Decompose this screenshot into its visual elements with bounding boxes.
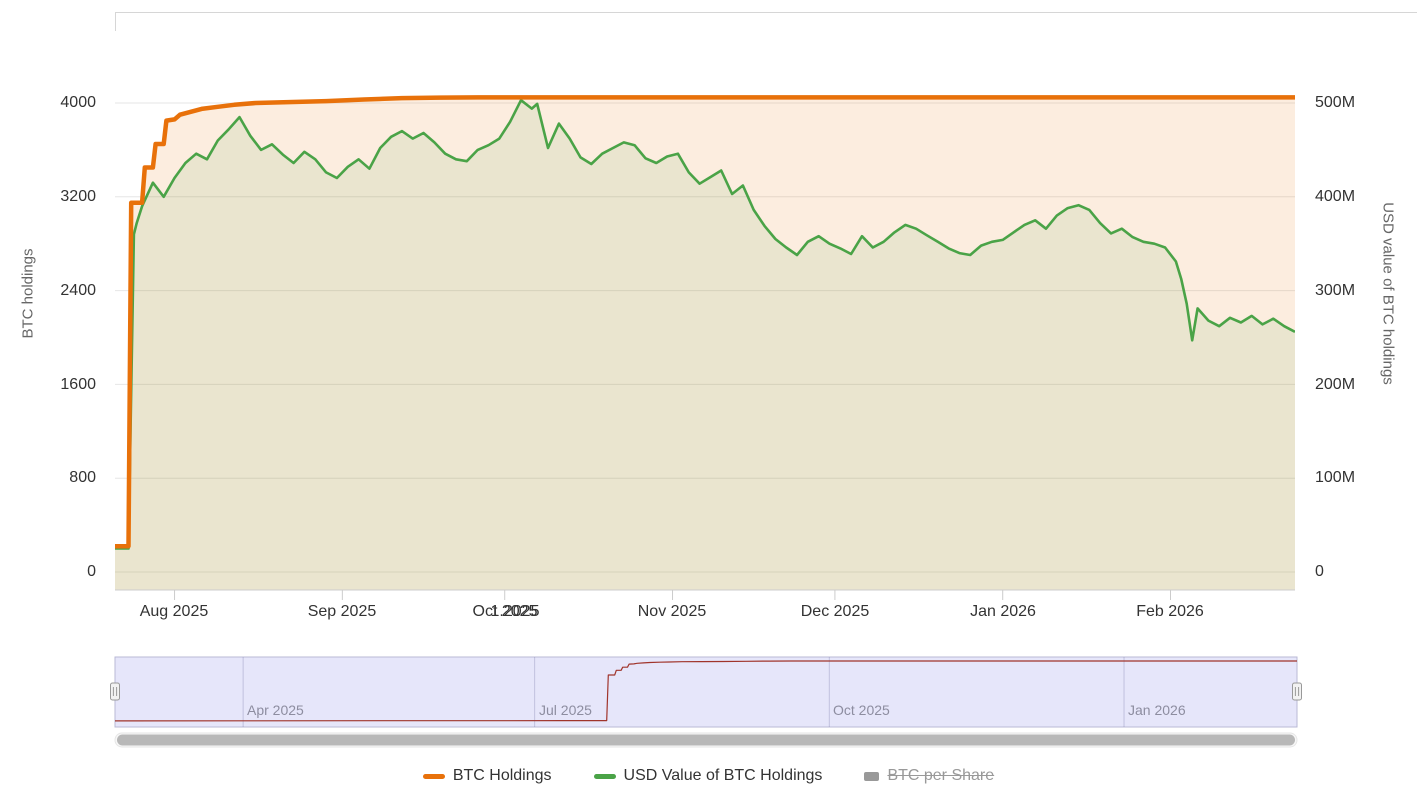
nav-label-jan-2026: Jan 2026: [1128, 702, 1186, 718]
legend-item-usd-value[interactable]: USD Value of BTC Holdings: [593, 767, 823, 785]
legend-label-btc-holdings: BTC Holdings: [452, 767, 552, 784]
x-label-nov-2025: Nov 2025: [637, 603, 707, 620]
y-left-label-2400: 2400: [60, 282, 96, 299]
x-label-dec-2025: Dec 2025: [800, 603, 870, 620]
y-right-label-200m: 200M: [1315, 376, 1356, 393]
usd-value-legend-marker-icon: [593, 773, 616, 779]
usd-value-line: [115, 98, 1295, 550]
nav-label-apr-2025: Apr 2025: [247, 702, 304, 718]
y-right-axis-title: USD value of BTC holdings: [1379, 202, 1397, 385]
x-label-jan-2026: Jan 2026: [970, 603, 1036, 620]
legend-label-btc-per-share: BTC per Share: [887, 767, 995, 784]
x-label-feb-2026: Feb 2026: [1136, 603, 1204, 620]
y-right-label-500m: 500M: [1315, 94, 1356, 111]
legend: BTC Holdings USD Value of BTC Holdings B…: [0, 767, 1417, 785]
x-label-oct-2025: Oct 2025: [472, 603, 538, 620]
y-left-label-800: 800: [69, 469, 96, 486]
btc-holdings-area: [115, 97, 1295, 590]
x-label-sep-2025: Sep 2025: [307, 603, 377, 620]
nav-label-jul-2025: Jul 2025: [539, 702, 592, 718]
y-left-label-4000: 4000: [60, 94, 96, 111]
y-right-label-0: 0: [1315, 563, 1324, 580]
nav-label-oct-2025: Oct 2025: [833, 702, 890, 718]
navigator-handle-left[interactable]: [110, 682, 120, 701]
y-right-label-300m: 300M: [1315, 282, 1356, 299]
y-right-label-400m: 400M: [1315, 188, 1356, 205]
navigator-handle-right[interactable]: [1292, 682, 1302, 701]
navigator-series-line: [114, 660, 1297, 722]
btc-holdings-legend-marker-icon: [422, 773, 445, 779]
y-left-axis-title: BTC holdings: [19, 248, 37, 339]
y-left-label-1600: 1600: [60, 376, 96, 393]
scrollbar-thumb[interactable]: [117, 734, 1295, 746]
y-left-label-3200: 3200: [60, 188, 96, 205]
btc-holdings-line: [115, 95, 1295, 549]
x-label-overlap: 1.2025: [490, 603, 540, 620]
chart-frame-top-line: [115, 12, 1417, 13]
usd-value-area: [115, 100, 1295, 590]
btc-per-share-legend-marker-icon: [864, 771, 880, 781]
y-right-label-100m: 100M: [1315, 469, 1356, 486]
legend-label-usd-value: USD Value of BTC Holdings: [623, 767, 823, 784]
x-label-aug-2025: Aug 2025: [139, 603, 209, 620]
chart-frame-left-tick: [115, 12, 116, 31]
legend-item-btc-holdings[interactable]: BTC Holdings: [422, 767, 552, 785]
y-left-label-0: 0: [87, 563, 96, 580]
legend-item-btc-per-share[interactable]: BTC per Share: [864, 767, 994, 785]
